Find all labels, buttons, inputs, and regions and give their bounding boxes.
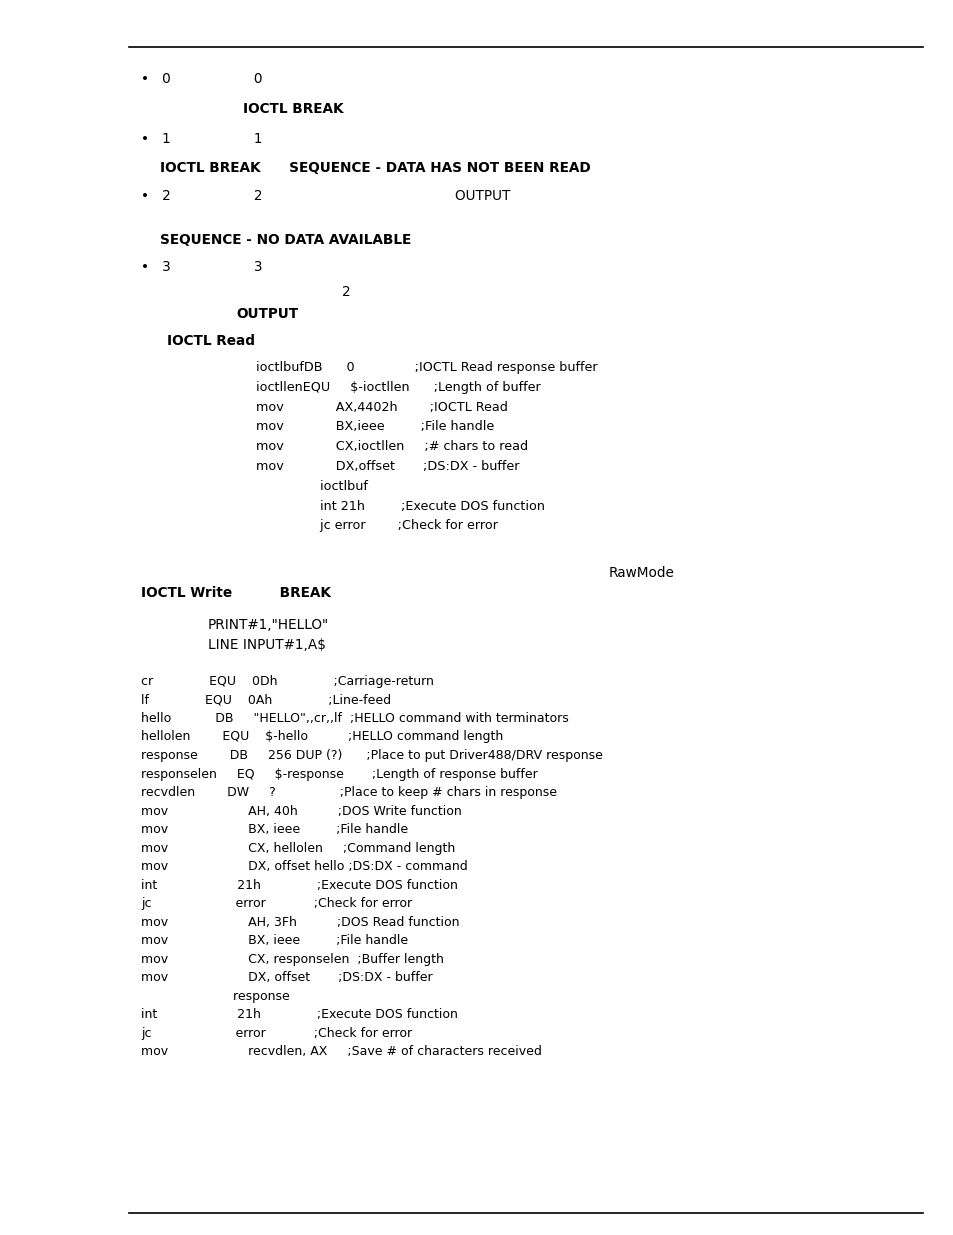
Text: mov                    CX, hellolen     ;Command length: mov CX, hellolen ;Command length bbox=[141, 841, 455, 855]
Text: ioctlbuf: ioctlbuf bbox=[255, 479, 367, 493]
Text: cr              EQU    0Dh              ;Carriage-return: cr EQU 0Dh ;Carriage-return bbox=[141, 674, 434, 688]
Text: IOCTL Write          BREAK: IOCTL Write BREAK bbox=[141, 587, 331, 600]
Text: IOCTL BREAK      SEQUENCE - DATA HAS NOT BEEN READ: IOCTL BREAK SEQUENCE - DATA HAS NOT BEEN… bbox=[141, 162, 590, 175]
Text: ioctlbufDB      0               ;IOCTL Read response buffer: ioctlbufDB 0 ;IOCTL Read response buffer bbox=[255, 361, 597, 374]
Text: response: response bbox=[141, 989, 290, 1003]
Text: lf              EQU    0Ah              ;Line-feed: lf EQU 0Ah ;Line-feed bbox=[141, 693, 391, 706]
Text: jc                     error            ;Check for error: jc error ;Check for error bbox=[141, 1026, 412, 1040]
Text: •   3                   3: • 3 3 bbox=[141, 261, 262, 274]
Text: RawMode: RawMode bbox=[608, 567, 674, 580]
Text: PRINT#1,"HELLO": PRINT#1,"HELLO" bbox=[208, 619, 329, 632]
Text: jc                     error            ;Check for error: jc error ;Check for error bbox=[141, 897, 412, 910]
Text: mov                    recvdlen, AX     ;Save # of characters received: mov recvdlen, AX ;Save # of characters r… bbox=[141, 1045, 541, 1058]
Text: mov                    CX, responselen  ;Buffer length: mov CX, responselen ;Buffer length bbox=[141, 952, 443, 966]
Text: IOCTL BREAK: IOCTL BREAK bbox=[243, 103, 343, 116]
Text: mov                    AH, 3Fh          ;DOS Read function: mov AH, 3Fh ;DOS Read function bbox=[141, 915, 459, 929]
Text: mov             BX,ieee         ;File handle: mov BX,ieee ;File handle bbox=[255, 420, 494, 433]
Text: mov                    DX, offset hello ;DS:DX - command: mov DX, offset hello ;DS:DX - command bbox=[141, 860, 468, 873]
Text: int                    21h              ;Execute DOS function: int 21h ;Execute DOS function bbox=[141, 878, 457, 892]
Text: hello           DB     "HELLO",,cr,,lf  ;HELLO command with terminators: hello DB "HELLO",,cr,,lf ;HELLO command … bbox=[141, 711, 568, 725]
Text: SEQUENCE - NO DATA AVAILABLE: SEQUENCE - NO DATA AVAILABLE bbox=[141, 233, 411, 247]
Text: responselen     EQ     $-response       ;Length of response buffer: responselen EQ $-response ;Length of res… bbox=[141, 767, 537, 781]
Text: ioctllenEQU     $-ioctllen      ;Length of buffer: ioctllenEQU $-ioctllen ;Length of buffer bbox=[255, 380, 539, 394]
Text: int                    21h              ;Execute DOS function: int 21h ;Execute DOS function bbox=[141, 1008, 457, 1021]
Text: 2: 2 bbox=[341, 285, 350, 299]
Text: int 21h         ;Execute DOS function: int 21h ;Execute DOS function bbox=[255, 499, 544, 513]
Text: hellolen        EQU    $-hello          ;HELLO command length: hellolen EQU $-hello ;HELLO command leng… bbox=[141, 730, 503, 743]
Text: •   0                   0: • 0 0 bbox=[141, 73, 262, 86]
Text: recvdlen        DW     ?                ;Place to keep # chars in response: recvdlen DW ? ;Place to keep # chars in … bbox=[141, 785, 557, 799]
Text: mov             CX,ioctllen     ;# chars to read: mov CX,ioctllen ;# chars to read bbox=[255, 440, 527, 453]
Text: mov             AX,4402h        ;IOCTL Read: mov AX,4402h ;IOCTL Read bbox=[255, 400, 507, 414]
Text: response        DB     256 DUP (?)      ;Place to put Driver488/DRV response: response DB 256 DUP (?) ;Place to put Dr… bbox=[141, 748, 602, 762]
Text: mov                    BX, ieee         ;File handle: mov BX, ieee ;File handle bbox=[141, 934, 408, 947]
Text: •   2                   2                                            OUTPUT: • 2 2 OUTPUT bbox=[141, 189, 510, 203]
Text: mov                    AH, 40h          ;DOS Write function: mov AH, 40h ;DOS Write function bbox=[141, 804, 461, 818]
Text: LINE INPUT#1,A$: LINE INPUT#1,A$ bbox=[208, 638, 326, 652]
Text: •   1                   1: • 1 1 bbox=[141, 132, 262, 146]
Text: IOCTL Read: IOCTL Read bbox=[167, 335, 254, 348]
Text: jc error        ;Check for error: jc error ;Check for error bbox=[255, 519, 497, 532]
Text: mov             DX,offset       ;DS:DX - buffer: mov DX,offset ;DS:DX - buffer bbox=[255, 459, 518, 473]
Text: mov                    DX, offset       ;DS:DX - buffer: mov DX, offset ;DS:DX - buffer bbox=[141, 971, 433, 984]
Text: OUTPUT: OUTPUT bbox=[236, 308, 298, 321]
Text: mov                    BX, ieee         ;File handle: mov BX, ieee ;File handle bbox=[141, 823, 408, 836]
